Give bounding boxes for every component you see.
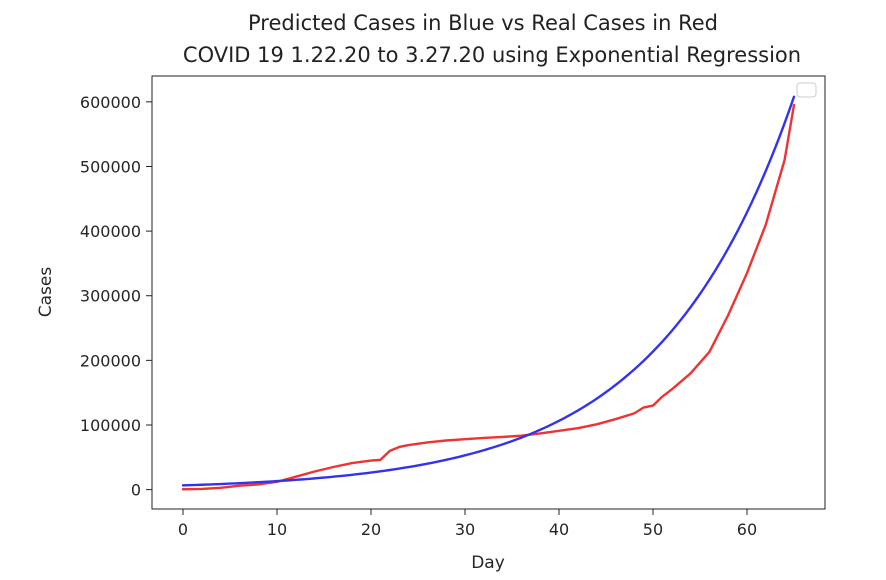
y-tick-label: 600000 [80,93,141,112]
plot-frame [151,75,826,510]
x-tick-label: 0 [178,520,188,539]
x-tick-label: 40 [549,520,569,539]
x-axis-label: Day [471,553,505,573]
chart-title: Predicted Cases in Blue vs Real Cases in… [248,11,718,35]
y-axis-label: Cases [36,267,56,318]
y-tick-label: 500000 [80,157,141,176]
predicted-cases-line [181,95,796,487]
y-axis: 0 100000 200000 300000 400000 500000 600000 [80,93,152,500]
x-tick-label: 60 [737,520,757,539]
chart-subtitle: COVID 19 1.22.20 to 3.27.20 using Expone… [183,43,801,67]
x-axis: 0 10 20 30 40 50 60 [178,509,757,539]
y-tick-label: 300000 [80,287,141,306]
plot-area [181,95,796,491]
x-tick-label: 30 [455,520,475,539]
real-cases-line [181,103,796,491]
y-tick-label: 400000 [80,222,141,241]
x-tick-label: 50 [643,520,663,539]
x-tick-label: 10 [267,520,287,539]
y-tick-label: 200000 [80,351,141,370]
y-tick-label: 0 [131,481,141,500]
y-tick-label: 100000 [80,416,141,435]
x-tick-label: 20 [361,520,381,539]
legend [796,82,817,98]
